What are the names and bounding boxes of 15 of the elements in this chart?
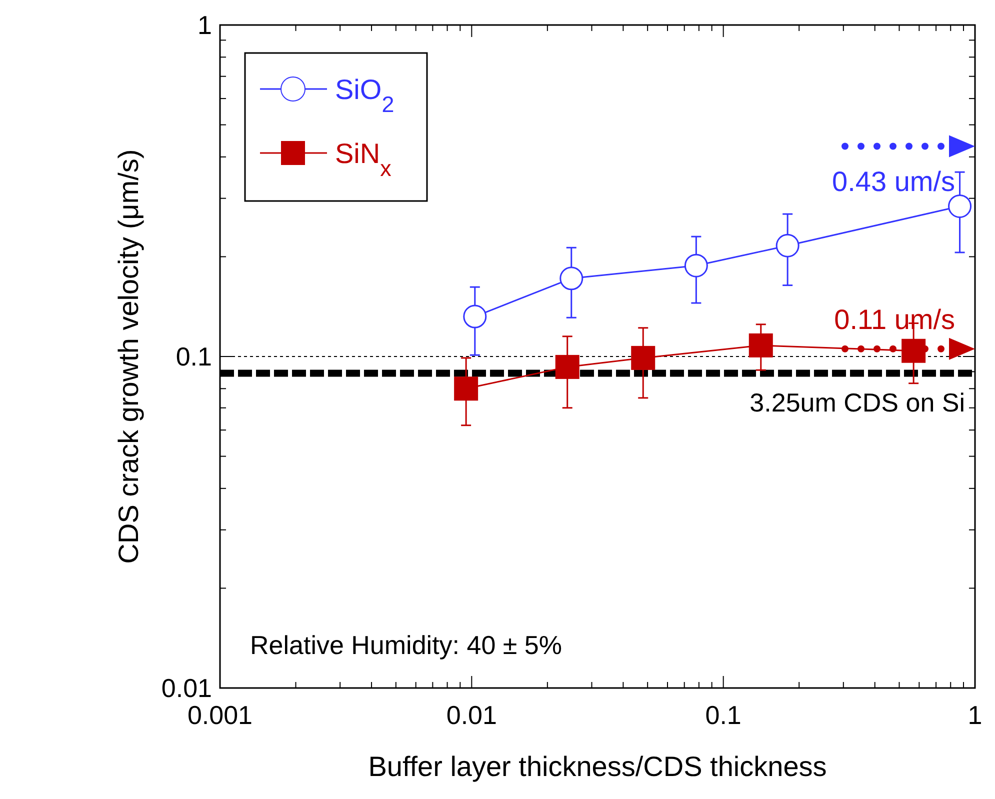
annotation: Relative Humidity: 40 ± 5% [250,630,562,660]
ref-line-label: 3.25um CDS on Si [750,387,965,418]
x-tick-label: 0.1 [705,700,742,730]
y-tick-label: 0.01 [161,673,212,703]
x-tick-label: 0.01 [446,700,497,730]
x-tick-label: 0.001 [187,700,253,730]
y-axis-title: CDS crack growth velocity (μm/s) [113,149,144,564]
x-axis-title: Buffer layer thickness/CDS thickness [368,751,827,782]
annotation: 0.43 um/s [832,166,955,198]
legend-label: SiO$_{2}$ [335,74,394,116]
annotation: 0.11 um/s [834,304,955,335]
x-tick-label: 1 [968,700,982,730]
legend-label: SiN$_{x}$ [335,138,392,180]
y-tick-label: 0.1 [176,342,212,372]
y-tick-label: 1 [198,10,212,40]
